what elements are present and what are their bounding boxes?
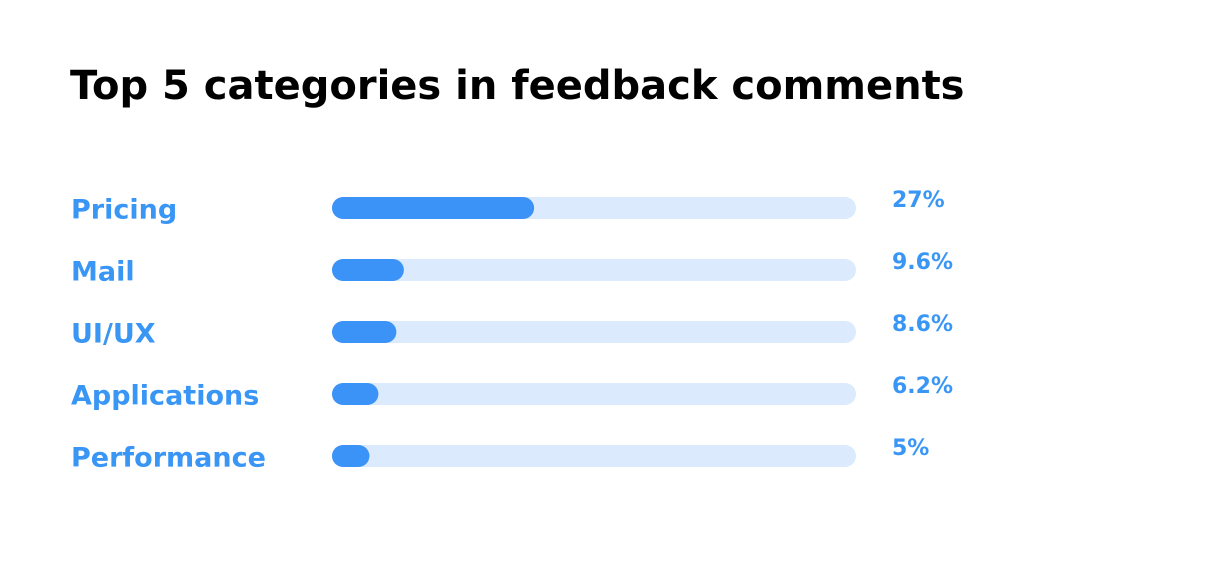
bar <box>332 321 397 343</box>
value-label: 6.2% <box>892 374 953 399</box>
category-label: Performance <box>71 443 266 474</box>
bar-track <box>332 321 856 343</box>
bar-track <box>332 259 856 281</box>
value-label: 27% <box>892 188 945 213</box>
chart-title: Top 5 categories in feedback comments <box>70 63 965 109</box>
bar <box>332 197 535 219</box>
value-label: 5% <box>892 436 929 461</box>
category-label: Mail <box>71 257 135 288</box>
bar <box>332 445 370 467</box>
bar <box>332 259 404 281</box>
category-label: UI/UX <box>71 319 156 350</box>
category-label: Pricing <box>71 195 177 226</box>
value-label: 9.6% <box>892 250 953 275</box>
category-label: Applications <box>71 381 259 412</box>
value-label: 8.6% <box>892 312 953 337</box>
bar <box>332 383 379 405</box>
bar-track <box>332 445 856 467</box>
bar-track <box>332 383 856 405</box>
